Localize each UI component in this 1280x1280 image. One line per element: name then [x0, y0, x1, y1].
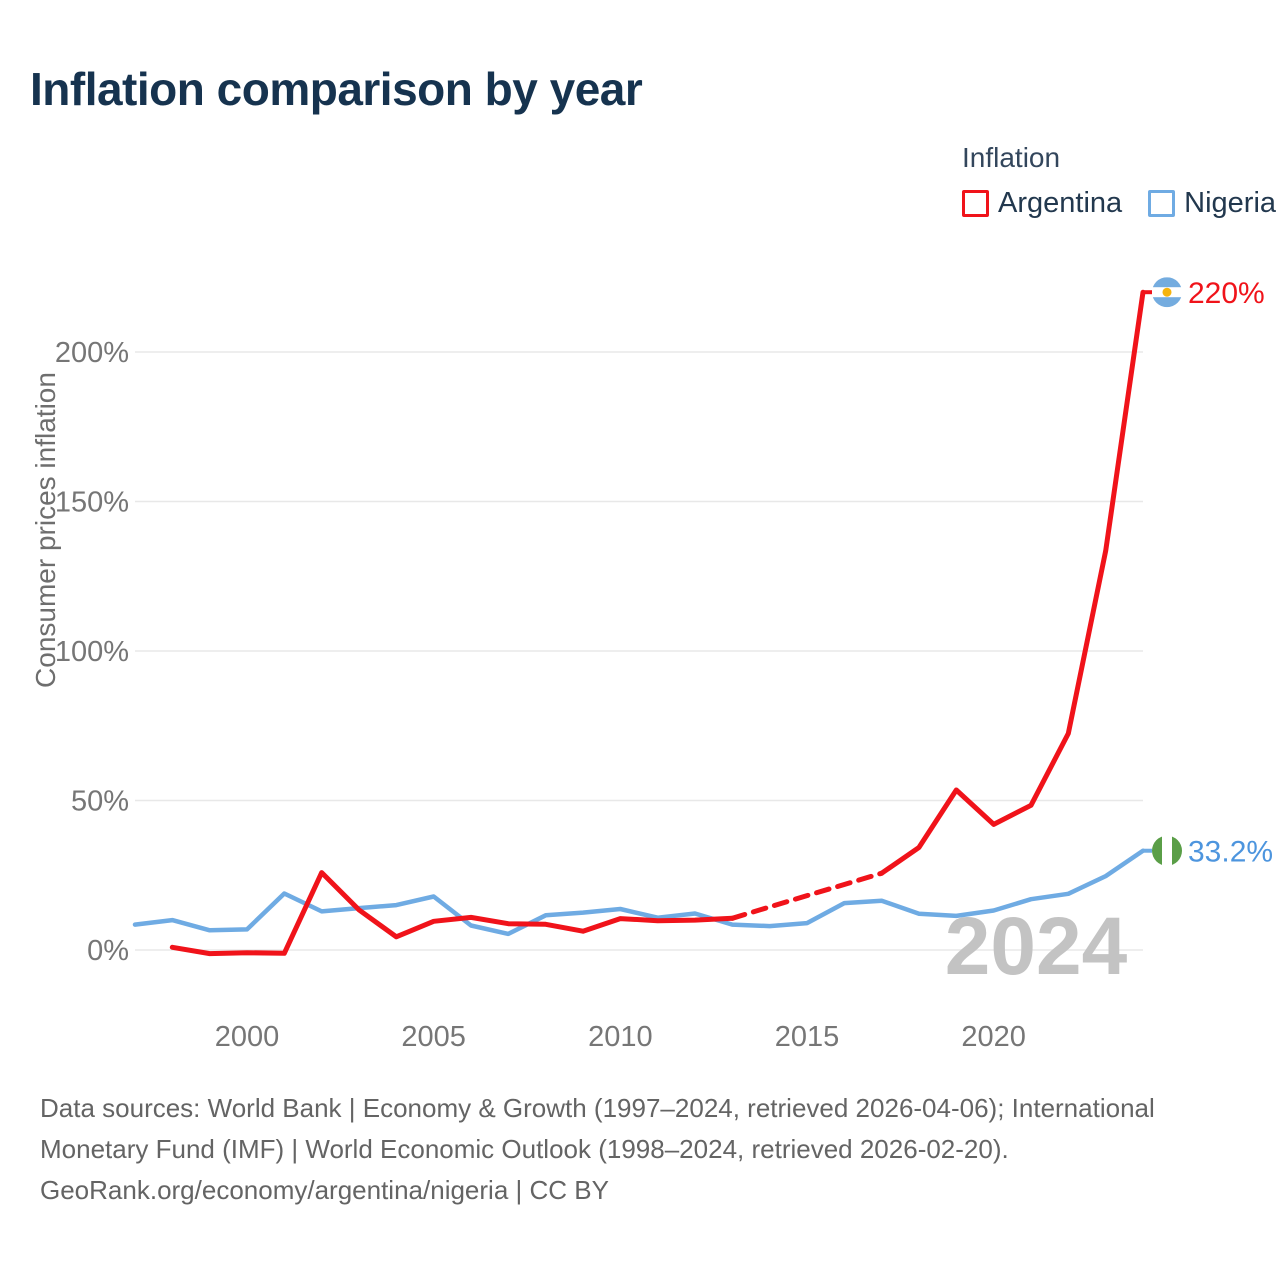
nigeria-flag-icon: [1152, 835, 1182, 866]
nigeria-series-swatch-icon: [1148, 190, 1176, 217]
legend-title: Inflation: [962, 142, 1061, 173]
x-tick-label: 2000: [215, 1021, 280, 1053]
nigeria-end-value: 33.2%: [1188, 836, 1273, 869]
y-tick-label: 200%: [55, 337, 129, 369]
watermark-year: 2024: [945, 901, 1128, 992]
legend-items: Argentina Nigeria: [962, 187, 1276, 220]
argentina-line: [169, 870, 735, 957]
footer-line-2: Monetary Fund (IMF) | World Economic Out…: [40, 1134, 1009, 1164]
y-axis-title: Consumer prices inflation: [30, 372, 61, 688]
argentina-series-swatch-icon: [962, 190, 989, 217]
x-tick-label: 2005: [401, 1021, 466, 1053]
y-tick-label: 50%: [71, 786, 129, 818]
y-tick-label: 100%: [55, 636, 129, 668]
argentina-flag-icon: [1152, 277, 1182, 308]
data-sources-footer: Data sources: World Bank | Economy & Gro…: [40, 1088, 1240, 1211]
y-tick-label: 0%: [87, 935, 129, 967]
argentina-end-value: 220%: [1188, 277, 1265, 310]
page-title: Inflation comparison by year: [30, 63, 643, 115]
x-tick-label: 2020: [961, 1021, 1026, 1053]
nigeria-line: [132, 848, 1146, 937]
legend-item-nigeria[interactable]: Nigeria: [1148, 187, 1276, 220]
footer-line-1: Data sources: World Bank | Economy & Gro…: [40, 1093, 1155, 1123]
legend: Inflation Argentina Nigeria: [962, 142, 1276, 220]
argentina-line-dashed: [729, 870, 885, 921]
x-tick-label: 2010: [588, 1021, 653, 1053]
y-tick-label: 150%: [55, 487, 129, 519]
argentina-line: [879, 289, 1146, 876]
x-tick-label: 2015: [775, 1021, 840, 1053]
footer-line-3: GeoRank.org/economy/argentina/nigeria | …: [40, 1175, 609, 1205]
legend-item-argentina-label: Argentina: [998, 187, 1123, 219]
legend-item-nigeria-label: Nigeria: [1184, 187, 1277, 219]
legend-item-argentina[interactable]: Argentina: [962, 187, 1122, 220]
